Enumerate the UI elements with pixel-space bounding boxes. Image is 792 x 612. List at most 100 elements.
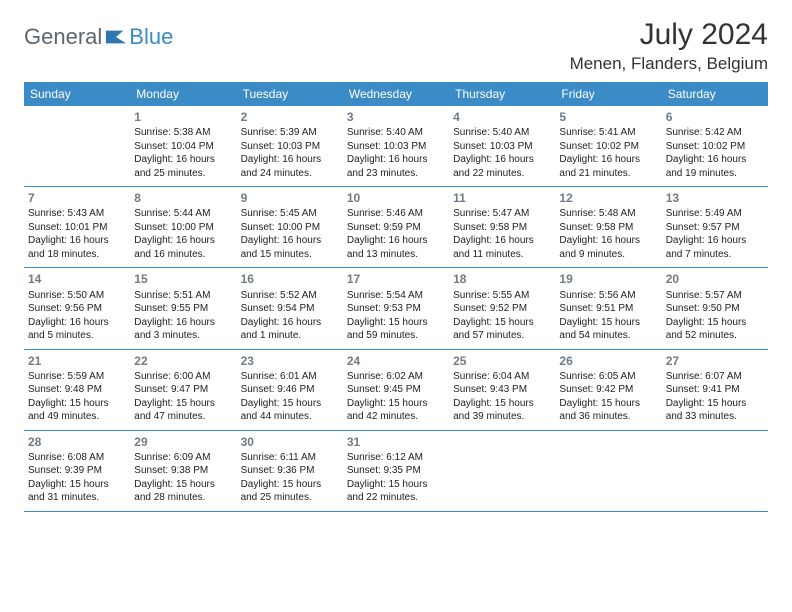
sunrise-line: Sunrise: 6:09 AM	[134, 451, 232, 465]
daylight-line: and 5 minutes.	[28, 329, 126, 343]
daylight-line: Daylight: 16 hours	[453, 234, 551, 248]
day-cell: 29Sunrise: 6:09 AMSunset: 9:38 PMDayligh…	[130, 431, 236, 511]
daylight-line: and 9 minutes.	[559, 248, 657, 262]
daylight-line: Daylight: 16 hours	[28, 316, 126, 330]
sunset-line: Sunset: 9:58 PM	[559, 221, 657, 235]
sunset-line: Sunset: 9:56 PM	[28, 302, 126, 316]
sunrise-line: Sunrise: 6:12 AM	[347, 451, 445, 465]
day-cell: 23Sunrise: 6:01 AMSunset: 9:46 PMDayligh…	[237, 350, 343, 430]
header-row: General Blue July 2024 Menen, Flanders, …	[24, 18, 768, 74]
week-row: 1Sunrise: 5:38 AMSunset: 10:04 PMDayligh…	[24, 106, 768, 187]
calendar-grid: Sunday Monday Tuesday Wednesday Thursday…	[24, 82, 768, 512]
day-cell: 12Sunrise: 5:48 AMSunset: 9:58 PMDayligh…	[555, 187, 661, 267]
day-number: 6	[666, 109, 764, 125]
day-cell: 20Sunrise: 5:57 AMSunset: 9:50 PMDayligh…	[662, 268, 768, 348]
day-number: 31	[347, 434, 445, 450]
day-cell: 15Sunrise: 5:51 AMSunset: 9:55 PMDayligh…	[130, 268, 236, 348]
sunset-line: Sunset: 9:51 PM	[559, 302, 657, 316]
sunset-line: Sunset: 10:02 PM	[666, 140, 764, 154]
daylight-line: and 22 minutes.	[347, 491, 445, 505]
daylight-line: Daylight: 16 hours	[134, 153, 232, 167]
day-number: 1	[134, 109, 232, 125]
daylight-line: and 39 minutes.	[453, 410, 551, 424]
daylight-line: and 25 minutes.	[134, 167, 232, 181]
sunset-line: Sunset: 10:03 PM	[347, 140, 445, 154]
sunrise-line: Sunrise: 5:45 AM	[241, 207, 339, 221]
day-cell: 11Sunrise: 5:47 AMSunset: 9:58 PMDayligh…	[449, 187, 555, 267]
brand-part2: Blue	[129, 24, 173, 50]
daylight-line: Daylight: 15 hours	[453, 316, 551, 330]
sunrise-line: Sunrise: 5:51 AM	[134, 289, 232, 303]
daylight-line: Daylight: 16 hours	[453, 153, 551, 167]
day-cell: 16Sunrise: 5:52 AMSunset: 9:54 PMDayligh…	[237, 268, 343, 348]
sunset-line: Sunset: 10:03 PM	[241, 140, 339, 154]
sunrise-line: Sunrise: 6:07 AM	[666, 370, 764, 384]
daylight-line: and 28 minutes.	[134, 491, 232, 505]
sunset-line: Sunset: 9:58 PM	[453, 221, 551, 235]
sunrise-line: Sunrise: 5:55 AM	[453, 289, 551, 303]
sunset-line: Sunset: 9:46 PM	[241, 383, 339, 397]
sunset-line: Sunset: 9:48 PM	[28, 383, 126, 397]
day-number: 3	[347, 109, 445, 125]
sunset-line: Sunset: 10:01 PM	[28, 221, 126, 235]
daylight-line: and 54 minutes.	[559, 329, 657, 343]
daylight-line: and 25 minutes.	[241, 491, 339, 505]
day-number: 20	[666, 271, 764, 287]
daylight-line: and 44 minutes.	[241, 410, 339, 424]
daylight-line: Daylight: 16 hours	[241, 234, 339, 248]
daylight-line: and 36 minutes.	[559, 410, 657, 424]
weekday-header: Monday	[130, 82, 236, 106]
sunset-line: Sunset: 9:52 PM	[453, 302, 551, 316]
day-number: 19	[559, 271, 657, 287]
sunset-line: Sunset: 9:42 PM	[559, 383, 657, 397]
sunset-line: Sunset: 9:54 PM	[241, 302, 339, 316]
daylight-line: and 24 minutes.	[241, 167, 339, 181]
weekday-header: Wednesday	[343, 82, 449, 106]
sunrise-line: Sunrise: 5:40 AM	[453, 126, 551, 140]
sunset-line: Sunset: 9:45 PM	[347, 383, 445, 397]
sunrise-line: Sunrise: 5:39 AM	[241, 126, 339, 140]
day-number: 14	[28, 271, 126, 287]
flag-icon	[105, 28, 127, 46]
daylight-line: and 13 minutes.	[347, 248, 445, 262]
weekday-header: Saturday	[662, 82, 768, 106]
day-number: 4	[453, 109, 551, 125]
daylight-line: Daylight: 15 hours	[28, 397, 126, 411]
daylight-line: and 16 minutes.	[134, 248, 232, 262]
sunset-line: Sunset: 9:50 PM	[666, 302, 764, 316]
brand-part1: General	[24, 24, 102, 50]
sunrise-line: Sunrise: 5:48 AM	[559, 207, 657, 221]
day-number: 23	[241, 353, 339, 369]
sunrise-line: Sunrise: 5:57 AM	[666, 289, 764, 303]
week-row: 28Sunrise: 6:08 AMSunset: 9:39 PMDayligh…	[24, 431, 768, 512]
sunrise-line: Sunrise: 5:59 AM	[28, 370, 126, 384]
week-row: 14Sunrise: 5:50 AMSunset: 9:56 PMDayligh…	[24, 268, 768, 349]
daylight-line: Daylight: 15 hours	[666, 397, 764, 411]
sunset-line: Sunset: 9:38 PM	[134, 464, 232, 478]
daylight-line: and 18 minutes.	[28, 248, 126, 262]
day-cell: 19Sunrise: 5:56 AMSunset: 9:51 PMDayligh…	[555, 268, 661, 348]
day-number: 11	[453, 190, 551, 206]
day-number: 7	[28, 190, 126, 206]
daylight-line: Daylight: 16 hours	[241, 153, 339, 167]
day-number: 17	[347, 271, 445, 287]
day-number: 30	[241, 434, 339, 450]
daylight-line: Daylight: 16 hours	[559, 234, 657, 248]
sunrise-line: Sunrise: 5:40 AM	[347, 126, 445, 140]
daylight-line: and 59 minutes.	[347, 329, 445, 343]
title-block: July 2024 Menen, Flanders, Belgium	[570, 18, 768, 74]
day-cell: 26Sunrise: 6:05 AMSunset: 9:42 PMDayligh…	[555, 350, 661, 430]
day-number: 27	[666, 353, 764, 369]
sunset-line: Sunset: 10:03 PM	[453, 140, 551, 154]
sunset-line: Sunset: 9:43 PM	[453, 383, 551, 397]
week-row: 7Sunrise: 5:43 AMSunset: 10:01 PMDayligh…	[24, 187, 768, 268]
day-cell: 8Sunrise: 5:44 AMSunset: 10:00 PMDayligh…	[130, 187, 236, 267]
day-cell: 14Sunrise: 5:50 AMSunset: 9:56 PMDayligh…	[24, 268, 130, 348]
daylight-line: and 21 minutes.	[559, 167, 657, 181]
sunrise-line: Sunrise: 5:41 AM	[559, 126, 657, 140]
sunrise-line: Sunrise: 5:47 AM	[453, 207, 551, 221]
sunrise-line: Sunrise: 6:02 AM	[347, 370, 445, 384]
day-number: 29	[134, 434, 232, 450]
daylight-line: and 19 minutes.	[666, 167, 764, 181]
daylight-line: Daylight: 15 hours	[28, 478, 126, 492]
